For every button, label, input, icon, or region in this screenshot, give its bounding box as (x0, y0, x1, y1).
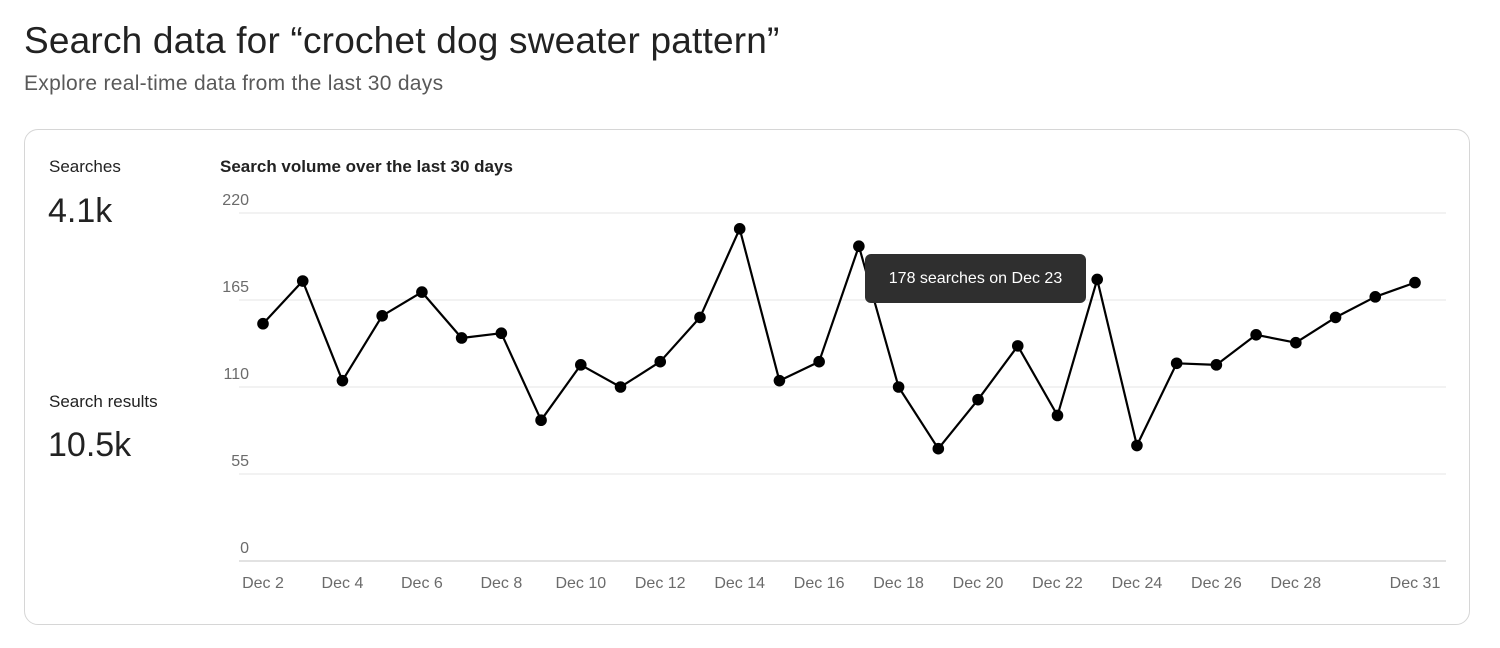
data-point (932, 442, 945, 455)
x-tick-label: Dec 31 (1390, 575, 1441, 592)
y-tick-label: 55 (231, 453, 249, 470)
data-point (495, 327, 508, 340)
data-point (535, 414, 547, 427)
data-point (1369, 291, 1382, 303)
x-tick-label: Dec 28 (1270, 575, 1321, 592)
x-tick-label: Dec 12 (635, 575, 686, 592)
data-point (1011, 340, 1024, 352)
data-point (1210, 359, 1223, 371)
x-tick-label: Dec 24 (1112, 575, 1163, 592)
data-point (813, 355, 825, 368)
data-point (1409, 276, 1421, 289)
x-tick-label: Dec 2 (242, 575, 284, 592)
x-tick-label: Dec 22 (1032, 575, 1083, 592)
searches-value: 4.1k (48, 192, 113, 230)
search-volume-chart: 0 55 110 165 220 Dec 2 Dec 4 Dec 6 Dec 8 Dec 10 De… (222, 192, 1446, 592)
data-point (1329, 311, 1342, 324)
chart-title: Search volume over the last 30 days (220, 157, 513, 176)
search-data-card: Searches 4.1k Search results 10.5k Searc… (24, 129, 1470, 625)
data-point (1131, 439, 1143, 452)
chart-tooltip: 178 searches on Dec 23 (865, 254, 1086, 303)
x-tick-label: Dec 6 (401, 575, 443, 592)
data-point (376, 310, 388, 322)
data-point (1091, 273, 1104, 286)
series-line (262, 227, 1416, 450)
y-tick-label: 165 (222, 279, 249, 296)
x-tick-label: Dec 4 (322, 575, 364, 592)
y-tick-label: 0 (240, 540, 249, 557)
x-tick-label: Dec 26 (1191, 575, 1242, 592)
x-tick-label: Dec 8 (480, 575, 522, 592)
data-point (455, 332, 468, 344)
data-point (614, 381, 627, 393)
data-point (972, 393, 984, 406)
x-tick-label: Dec 16 (794, 575, 845, 592)
x-tick-label: Dec 10 (555, 575, 606, 592)
search-results-label: Search results (49, 392, 158, 411)
data-point (733, 223, 746, 235)
data-point (773, 374, 786, 387)
page-subtitle: Explore real-time data from the last 30 … (24, 72, 444, 95)
x-tick-label: Dec 20 (953, 575, 1004, 592)
data-point (694, 311, 706, 324)
y-tick-label: 110 (223, 366, 249, 383)
data-point (853, 240, 865, 253)
data-point (892, 381, 905, 393)
search-results-value: 10.5k (48, 426, 132, 464)
page-title: Search data for “crochet dog sweater pat… (24, 20, 780, 61)
data-point (257, 317, 269, 330)
data-point (654, 355, 667, 368)
x-tick-label: Dec 14 (714, 575, 765, 592)
data-point (574, 359, 587, 371)
data-point (296, 275, 309, 287)
data-point (1051, 409, 1064, 422)
data-point (1290, 336, 1302, 349)
data-point (1170, 357, 1183, 370)
data-point (1250, 329, 1262, 341)
searches-label: Searches (49, 157, 121, 176)
data-point (336, 374, 349, 387)
y-tick-label: 220 (222, 192, 249, 209)
data-point (416, 286, 428, 298)
x-tick-label: Dec 18 (873, 575, 924, 592)
